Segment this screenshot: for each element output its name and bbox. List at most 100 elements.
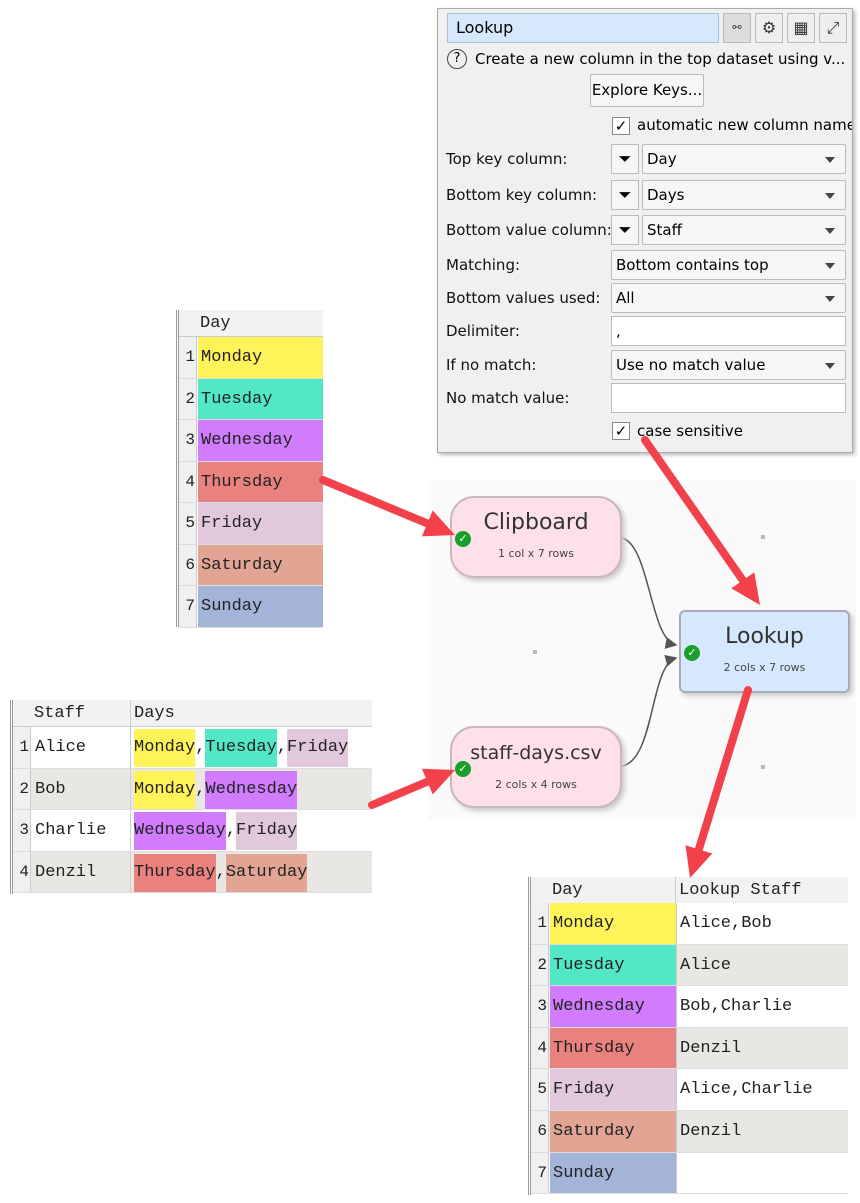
column-header-days[interactable]: Days	[131, 700, 372, 727]
lookup-staff-cell[interactable]: Alice,Bob	[676, 903, 848, 944]
top-key-select[interactable]: Day	[642, 144, 846, 174]
day-cell[interactable]: Sunday	[198, 586, 323, 627]
lookup-staff-cell[interactable]: Denzil	[676, 1111, 848, 1152]
column-header-lookup-staff[interactable]: Lookup Staff	[676, 877, 848, 904]
row-number: 5	[531, 1069, 549, 1110]
node-title: Lookup	[725, 624, 804, 649]
lookup-staff-cell[interactable]	[676, 1152, 848, 1194]
day-cell[interactable]: Monday	[198, 337, 323, 378]
day-cell[interactable]: Thursday	[550, 1027, 676, 1069]
day-cell[interactable]: Wednesday	[550, 986, 676, 1027]
row-number: 7	[179, 586, 197, 627]
node-staff-days-csv[interactable]: staff-days.csv 2 cols x 4 rows ✓	[450, 726, 622, 808]
day-token: Monday	[134, 770, 196, 809]
table-row: 4 Thursday	[179, 461, 323, 503]
explore-keys-button[interactable]: Explore Keys...	[590, 74, 704, 107]
values-used-select[interactable]: All	[611, 283, 846, 313]
delimiter-label: Delimiter:	[446, 322, 520, 340]
day-cell[interactable]: Saturday	[550, 1111, 676, 1152]
grid-dot	[761, 535, 765, 539]
table-row: 1 Alice Monday,Tuesday,Friday	[13, 727, 372, 769]
table-icon[interactable]: ▦	[787, 13, 815, 43]
row-number: 2	[179, 378, 197, 419]
staff-cell[interactable]: Bob	[32, 768, 131, 809]
filter-icon[interactable]: ⏷	[611, 180, 639, 210]
staff-cell[interactable]: Denzil	[32, 851, 131, 892]
day-token: Thursday	[134, 853, 216, 892]
column-header-staff[interactable]: Staff	[13, 700, 131, 727]
lookup-staff-cell[interactable]: Alice	[676, 944, 848, 986]
staff-cell[interactable]: Charlie	[32, 810, 131, 851]
node-info: 1 col x 7 rows	[497, 547, 575, 560]
table-row: 6 Saturday Denzil	[531, 1111, 848, 1153]
arrow-days-to-clipboard	[319, 476, 455, 537]
column-header-day[interactable]: Day	[179, 310, 323, 337]
row-number: 5	[179, 503, 197, 544]
day-cell[interactable]: Friday	[550, 1069, 676, 1110]
case-sensitive-label: case sensitive	[637, 422, 743, 440]
comma: ,	[195, 738, 206, 757]
filter-icon[interactable]: ⏷	[611, 144, 639, 174]
comma: ,	[225, 821, 237, 840]
delimiter-input[interactable]: ,	[611, 316, 846, 346]
node-clipboard[interactable]: Clipboard 1 col x 7 rows ✓	[450, 496, 622, 578]
row-number: 6	[179, 544, 197, 585]
days-cell[interactable]: Monday,Wednesday	[131, 769, 372, 810]
top-key-label: Top key column:	[446, 150, 568, 168]
bottom-value-select[interactable]: Staff	[642, 215, 846, 245]
gear-icon[interactable]: ⚙	[755, 13, 783, 43]
node-lookup[interactable]: Lookup 2 cols x 7 rows ✓	[679, 610, 850, 693]
table-row: 7 Sunday	[179, 586, 323, 628]
select-value: Staff	[647, 221, 682, 239]
filter-icon[interactable]: ⏷	[611, 215, 639, 245]
row-number: 2	[13, 768, 31, 809]
case-sensitive-checkbox[interactable]: ✓	[612, 422, 630, 440]
day-cell[interactable]: Friday	[198, 503, 323, 544]
day-cell[interactable]: Wednesday	[198, 420, 323, 461]
lookup-staff-cell[interactable]: Bob,Charlie	[676, 986, 848, 1027]
no-match-select[interactable]: Use no match value	[611, 350, 846, 380]
days-cell[interactable]: Thursday,Saturday	[131, 852, 372, 893]
day-cell[interactable]: Thursday	[198, 461, 323, 502]
staff-cell[interactable]: Alice	[32, 727, 131, 768]
auto-name-checkbox[interactable]: ✓	[612, 117, 630, 135]
days-table: Day 1 Monday 2 Tuesday 3 Wednesday 4 Thursday 5 F…	[176, 310, 323, 628]
days-cell[interactable]: Wednesday,Friday	[131, 810, 372, 851]
day-cell[interactable]: Monday	[550, 903, 676, 944]
row-number: 1	[13, 727, 31, 768]
auto-name-label: automatic new column name	[637, 116, 852, 134]
day-cell[interactable]: Saturday	[198, 544, 323, 585]
day-cell[interactable]: Tuesday	[550, 944, 676, 986]
bottom-key-select[interactable]: Days	[642, 180, 846, 210]
node-info: 2 cols x 7 rows	[723, 661, 806, 674]
table-row: 2 Tuesday	[179, 378, 323, 420]
days-cell[interactable]: Monday,Tuesday,Friday	[131, 727, 372, 768]
matching-select[interactable]: Bottom contains top	[611, 250, 846, 280]
lookup-settings-panel: Lookup ⚯ ⚙ ▦ ⤢ ? Create a new column in …	[437, 8, 853, 453]
grid-dot	[761, 765, 765, 769]
comma: ,	[215, 862, 226, 882]
row-number: 4	[13, 851, 31, 892]
bottom-value-label: Bottom value column:	[446, 221, 612, 239]
day-cell[interactable]: Sunday	[550, 1152, 676, 1194]
node-title: staff-days.csv	[470, 742, 602, 764]
grid-dot	[533, 650, 537, 654]
table-row: 1 Monday Alice,Bob	[531, 903, 848, 945]
lookup-staff-cell[interactable]: Denzil	[676, 1027, 848, 1069]
day-cell[interactable]: Tuesday	[198, 378, 323, 419]
column-header-day[interactable]: Day	[531, 877, 676, 904]
lookup-staff-cell[interactable]: Alice,Charlie	[676, 1069, 848, 1110]
expand-icon[interactable]: ⤢	[819, 13, 847, 43]
no-match-value-input[interactable]	[611, 383, 846, 413]
row-number: 1	[531, 903, 549, 944]
day-token: Wednesday	[134, 812, 226, 850]
arrow-lookup-to-result	[685, 686, 752, 878]
help-icon[interactable]: ?	[447, 49, 467, 69]
node-info-icon[interactable]: ⚯	[723, 13, 751, 43]
table-row: 3 Wednesday	[179, 420, 323, 462]
row-number: 4	[179, 461, 197, 502]
transform-name-field[interactable]: Lookup	[447, 13, 719, 43]
day-token: Wednesday	[205, 770, 298, 809]
day-token: Friday	[236, 812, 298, 850]
comma: ,	[195, 779, 206, 799]
